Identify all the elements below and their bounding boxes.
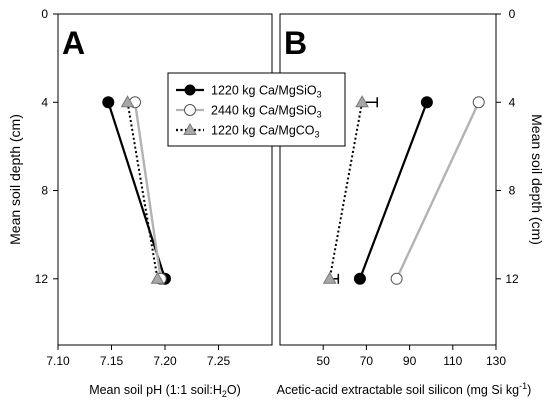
x-tick-label: 7.20 bbox=[153, 354, 177, 368]
legend-marker bbox=[184, 84, 196, 96]
y-axis-label: Mean soil depth (cm) bbox=[529, 114, 545, 245]
data-point bbox=[355, 95, 369, 108]
y-tick-label: 0 bbox=[41, 7, 48, 21]
series-line bbox=[133, 102, 162, 279]
panel-letter: B bbox=[284, 25, 307, 61]
legend-label: 1220 kg Ca/MgCO3 bbox=[211, 124, 320, 140]
data-point bbox=[322, 271, 337, 284]
series-line bbox=[126, 102, 159, 279]
x-tick-label: 130 bbox=[486, 354, 506, 368]
legend-marker bbox=[184, 104, 196, 116]
data-point bbox=[390, 272, 403, 285]
x-axis-label: Mean soil pH (1:1 soil:H2O) bbox=[89, 383, 241, 399]
data-point bbox=[150, 271, 165, 284]
x-axis-label: Acetic-acid extractable soil silicon (mg… bbox=[277, 381, 532, 397]
panel-letter: A bbox=[62, 25, 85, 61]
x-tick-label: 70 bbox=[360, 354, 374, 368]
y-tick-label: 8 bbox=[509, 184, 516, 198]
series-line bbox=[358, 101, 428, 280]
panel-a: 7.10 7.15 7.20 7.25 0 4 8 12 A Mean soil pH (1:1 … bbox=[7, 7, 273, 399]
data-point bbox=[353, 272, 366, 285]
y-axis-label: Mean soil depth (cm) bbox=[7, 114, 23, 245]
data-point bbox=[102, 96, 115, 109]
y-tick-label: 4 bbox=[41, 95, 48, 109]
plot-frame bbox=[57, 13, 273, 346]
x-tick-label: 90 bbox=[403, 354, 417, 368]
x-tick-label: 110 bbox=[443, 354, 462, 368]
legend-label: 1220 kg Ca/MgSiO3 bbox=[211, 84, 322, 100]
plot-frame bbox=[279, 13, 497, 346]
legend: 1220 kg Ca/MgSiO3 2440 kg Ca/MgSiO3 1220 k… bbox=[167, 72, 346, 147]
y-tick-label: 0 bbox=[509, 7, 516, 21]
x-tick-label: 7.15 bbox=[100, 354, 124, 368]
y-tick-label: 12 bbox=[35, 272, 49, 286]
legend-label: 2440 kg Ca/MgSiO3 bbox=[211, 104, 322, 120]
x-tick-label: 7.25 bbox=[207, 354, 231, 368]
legend-marker bbox=[183, 122, 197, 135]
x-tick-label: 7.10 bbox=[46, 354, 70, 368]
y-tick-label: 4 bbox=[509, 95, 516, 109]
data-point bbox=[420, 96, 433, 109]
y-tick-label: 12 bbox=[505, 272, 519, 286]
data-point bbox=[472, 96, 485, 109]
series-line bbox=[328, 102, 364, 279]
y-tick-label: 8 bbox=[41, 184, 48, 198]
data-point bbox=[120, 95, 135, 108]
panel-b: 50 70 90 110 130 0 4 8 12 B Acetic-acid extractabl… bbox=[277, 7, 545, 397]
x-tick-label: 50 bbox=[317, 354, 331, 368]
series-line bbox=[395, 101, 480, 280]
